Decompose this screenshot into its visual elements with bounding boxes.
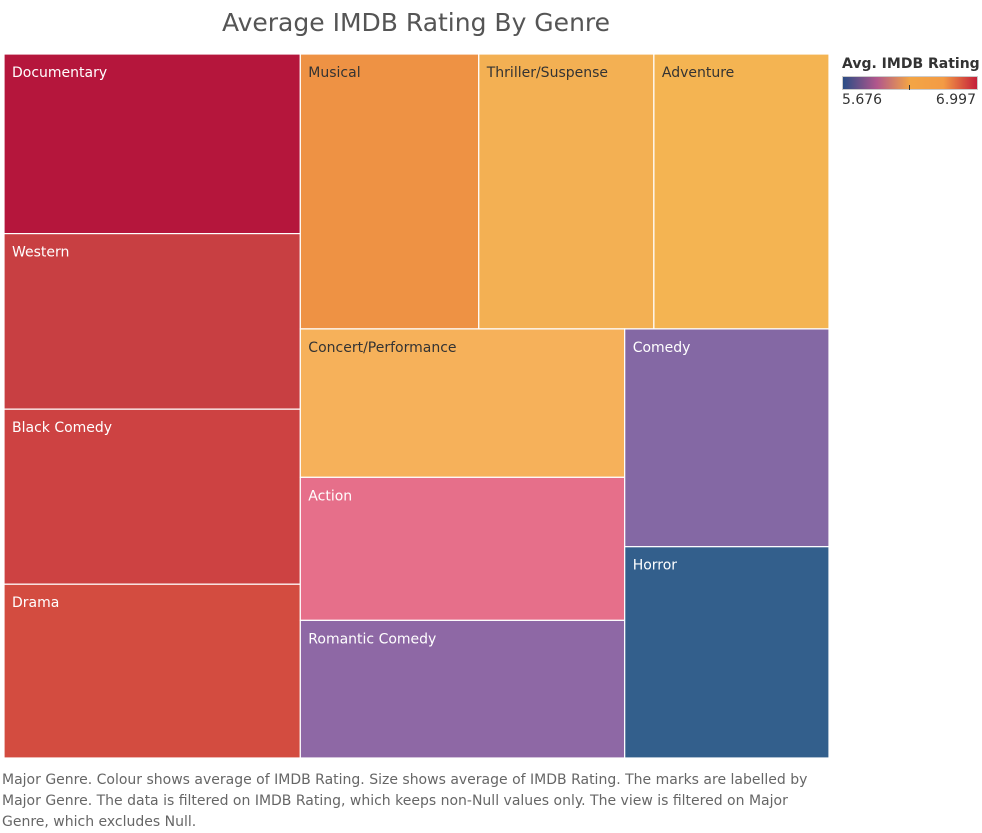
treemap-cell-adventure[interactable]: Adventure (653, 53, 830, 330)
treemap-cell-black-comedy[interactable]: Black Comedy (3, 408, 301, 585)
treemap-rect-western[interactable] (3, 232, 301, 410)
treemap-rect-horror[interactable] (624, 546, 830, 759)
legend-tick (909, 85, 910, 90)
treemap-label-drama: Drama (12, 595, 59, 611)
legend-gradient-bar (842, 76, 978, 90)
treemap-cell-concert-performance[interactable]: Concert/Performance (299, 328, 626, 478)
treemap-cell-musical[interactable]: Musical (299, 53, 480, 330)
treemap-cell-western[interactable]: Western (3, 232, 301, 410)
legend-title: Avg. IMDB Rating (842, 56, 980, 72)
treemap-label-western: Western (12, 245, 69, 261)
treemap-cell-drama[interactable]: Drama (3, 583, 301, 759)
treemap-rect-drama[interactable] (3, 583, 301, 759)
treemap-cell-action[interactable]: Action (299, 476, 626, 621)
treemap-cell-thriller-suspense[interactable]: Thriller/Suspense (478, 53, 655, 330)
treemap-rect-thriller-suspense[interactable] (478, 53, 655, 330)
treemap-rect-romantic-comedy[interactable] (299, 619, 626, 759)
treemap-label-documentary: Documentary (12, 65, 107, 81)
treemap-cell-horror[interactable]: Horror (624, 546, 830, 759)
treemap-label-musical: Musical (308, 65, 360, 81)
treemap-label-horror: Horror (633, 558, 678, 574)
treemap-label-concert-performance: Concert/Performance (308, 340, 456, 356)
treemap-cell-romantic-comedy[interactable]: Romantic Comedy (299, 619, 626, 759)
treemap-rect-musical[interactable] (299, 53, 480, 330)
chart-caption: Major Genre. Colour shows average of IMD… (2, 772, 808, 830)
legend-labels: 5.676 6.997 (842, 92, 976, 108)
treemap-rect-adventure[interactable] (653, 53, 830, 330)
treemap-label-comedy: Comedy (633, 340, 691, 356)
treemap-rect-black-comedy[interactable] (3, 408, 301, 585)
treemap-rect-comedy[interactable] (624, 328, 830, 548)
legend-max-label: 6.997 (935, 92, 976, 108)
treemap-label-adventure: Adventure (662, 65, 734, 81)
treemap-label-thriller-suspense: Thriller/Suspense (486, 65, 608, 81)
treemap-cell-documentary[interactable]: Documentary (3, 53, 301, 235)
treemap-cell-comedy[interactable]: Comedy (624, 328, 830, 548)
chart-title: Average IMDB Rating By Genre (221, 8, 611, 37)
treemap-rect-action[interactable] (299, 476, 626, 621)
treemap: Documentary Western Black Comedy Drama Music… (3, 53, 830, 759)
treemap-rect-documentary[interactable] (3, 53, 301, 235)
treemap-label-action: Action (308, 488, 352, 504)
legend-min-label: 5.676 (842, 92, 883, 108)
treemap-label-black-comedy: Black Comedy (12, 420, 112, 436)
treemap-label-romantic-comedy: Romantic Comedy (308, 631, 436, 647)
color-legend: Avg. IMDB Rating 5.676 6.997 (842, 56, 980, 108)
